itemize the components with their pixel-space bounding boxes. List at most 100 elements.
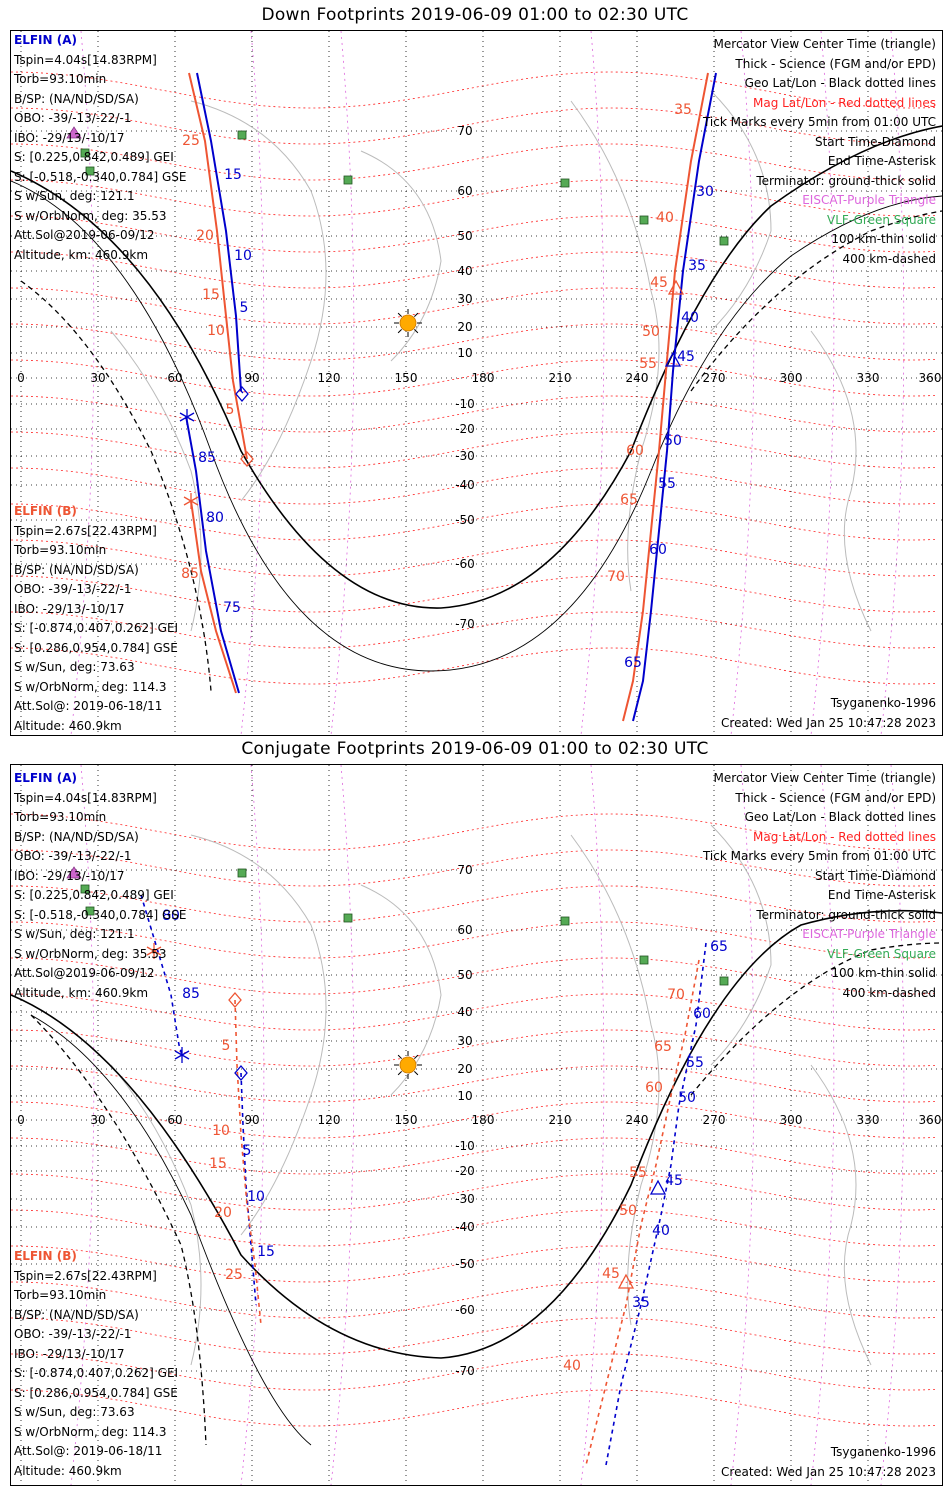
mag-lon-line — [70, 765, 95, 1485]
lon-tick-label: 360 — [919, 1113, 942, 1127]
info-line: Tspin=4.04s[14.83RPM] — [14, 790, 157, 805]
lon-tick-label: 270 — [703, 1113, 726, 1127]
legend-item: 100 km-thin solid — [831, 966, 936, 980]
lon-tick-label: 180 — [472, 1113, 495, 1127]
info-line: B/SP: (NA/ND/SD/SA) — [14, 562, 139, 577]
track-label: 50 — [678, 1090, 696, 1106]
track-label: 25 — [225, 1267, 243, 1283]
mag-lon-line — [330, 765, 355, 1485]
mag-lat-line — [11, 1209, 936, 1247]
info-line: B/SP: (NA/ND/SD/SA) — [14, 1307, 139, 1322]
track-label: 65 — [710, 939, 728, 955]
info-line: Torb=93.10min — [14, 543, 107, 557]
lat-tick-label: 40 — [457, 1005, 472, 1019]
terminator-400km — [690, 210, 942, 392]
mag-lat-line — [11, 251, 936, 289]
track-label: 5 — [243, 1143, 252, 1159]
track-label: 50 — [664, 433, 682, 449]
vlf-station — [237, 130, 247, 140]
track-label: 5 — [240, 300, 249, 316]
sun-ray — [397, 329, 402, 334]
mag-lat-line — [11, 179, 936, 217]
info-line: IBO: -29/13/-10/17 — [14, 1346, 125, 1361]
elfin-b-track — [190, 500, 237, 694]
elfin-b-track — [234, 999, 262, 1326]
legend-item: Tick Marks every 5min from 01:00 UTC — [702, 849, 936, 863]
track-label: 10 — [234, 248, 252, 264]
info-line: OBO: -39/-13/-22/-1 — [14, 582, 132, 596]
mag-lat-line — [11, 287, 936, 325]
mag-lat-line — [11, 993, 936, 1031]
lon-tick-label: 120 — [318, 371, 341, 385]
mag-lat-line — [11, 539, 936, 577]
lat-tick-label: -40 — [455, 478, 475, 492]
lon-tick-label: 30 — [90, 1113, 105, 1127]
asterisk-stroke — [179, 412, 195, 422]
conjugate-footprints-map: 0 30 60 90 120 150 180 210 240 270 300 330 360 70 60 50… — [10, 764, 943, 1486]
sun-icon — [394, 1051, 422, 1079]
lon-tick-label: 360 — [919, 371, 942, 385]
mag-lat-line — [11, 611, 936, 649]
mag-lat-line — [11, 143, 936, 181]
info-line: S w/OrbNorm, deg: 35.53 — [14, 208, 167, 223]
legend-item: Terminator: ground-thick solid — [756, 907, 936, 922]
info-line: OBO: -39/-13/-22/-1 — [14, 1327, 132, 1341]
elfin-b-label: ELFIN (B) — [14, 504, 77, 518]
lat-tick-label: -20 — [455, 422, 475, 436]
terminator-400km — [20, 280, 212, 692]
lat-tick-label: 40 — [457, 264, 472, 278]
mag-lat-line — [11, 1173, 936, 1211]
elfin-a-label: ELFIN (A) — [14, 33, 77, 47]
track-label: 85 — [182, 986, 200, 1002]
legend-item: Start Time-Diamond — [814, 134, 936, 149]
info-line: Altitude: 460.9km — [14, 718, 122, 733]
elfin-a-track — [140, 894, 183, 1056]
track-label: 55 — [629, 1165, 647, 1181]
end-asterisk — [179, 409, 195, 425]
lon-tick-label: 270 — [703, 371, 726, 385]
track-label: 65 — [624, 655, 642, 671]
lat-tick-label: 60 — [457, 184, 472, 198]
legend-item: Mercator View Center Time (triangle) — [713, 771, 936, 785]
start-diamond — [235, 386, 249, 402]
info-line: S: [0.225,0.842,0.489] GEI — [14, 150, 174, 164]
lat-tick-label: -20 — [455, 1164, 475, 1178]
track-label: 60 — [626, 443, 644, 459]
lat-tick-label: 30 — [457, 292, 472, 306]
lat-tick-label: 30 — [457, 1034, 472, 1048]
sun-ray — [414, 1054, 419, 1059]
track-label: 70 — [607, 569, 625, 585]
lon-tick-label: 330 — [857, 1113, 880, 1127]
elfin-a-label: ELFIN (A) — [14, 771, 77, 785]
sun-ray — [414, 329, 419, 334]
asterisk-stroke — [174, 1050, 190, 1060]
lat-tick-label: 70 — [457, 863, 472, 877]
elfin-b-track — [585, 959, 700, 1466]
lon-tick-label: 0 — [17, 1113, 25, 1127]
end-asterisk — [183, 493, 199, 509]
info-line: S w/Sun, deg: 121.1 — [14, 189, 135, 203]
legend-item: VLF-Green Square — [827, 946, 936, 961]
terminator-100km — [30, 1014, 312, 1446]
track-label: 60 — [693, 1006, 711, 1022]
legend-item: Mag Lat/Lon - Red dotted lines — [752, 829, 936, 844]
track-label: 35 — [688, 258, 706, 274]
asterisk-stroke — [146, 946, 162, 956]
start-diamond — [240, 451, 254, 467]
model-label: Tsyganenko-1996 — [830, 696, 936, 710]
legend-item: Mag Lat/Lon - Red dotted lines — [752, 95, 936, 110]
elfin-a-track — [196, 72, 242, 392]
track-label: 5 — [222, 1038, 231, 1054]
sun-ray — [414, 312, 419, 317]
eiscat-station — [66, 126, 82, 139]
mag-lat-line — [11, 849, 936, 887]
coastline — [710, 824, 772, 1066]
mag-lat-line — [11, 1065, 936, 1103]
track-label: 35 — [632, 1295, 650, 1311]
lon-tick-label: 90 — [244, 1113, 259, 1127]
start-diamond — [234, 1065, 248, 1081]
mag-lat-line — [11, 647, 936, 685]
eiscat-station — [66, 866, 82, 879]
end-asterisk — [146, 943, 162, 959]
track-label: 60 — [649, 542, 667, 558]
